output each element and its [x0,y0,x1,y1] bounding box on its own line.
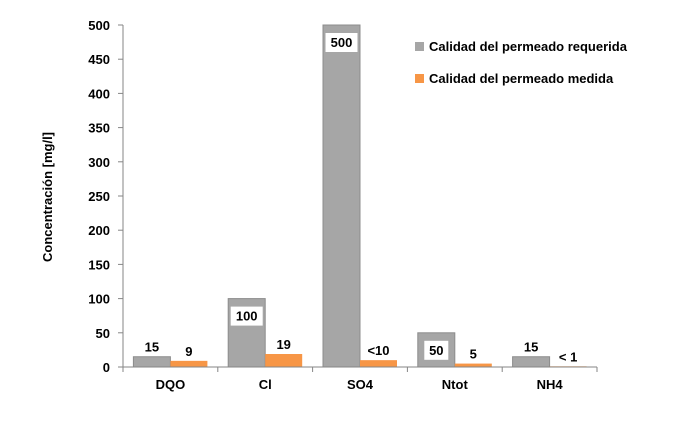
x-tick-label: SO4 [347,377,374,392]
data-label-required: 500 [331,35,353,50]
data-label-measured: 19 [276,337,290,352]
y-tick-label: 50 [96,326,110,341]
legend-label-measured: Calidad del permeado medida [429,71,614,86]
legend: Calidad del permeado requerida Calidad d… [415,39,628,86]
y-axis-title: Concentración [mg/l] [40,132,55,262]
data-labels: 15 9 100 19 500 <10 50 5 15 < 1 [145,33,577,364]
bar-measured [360,360,397,367]
data-label-measured: <10 [367,343,389,358]
legend-swatch-required [415,42,424,51]
data-label-box [325,33,358,52]
bar-required [132,356,171,368]
y-tick-label: 0 [103,360,110,375]
data-label-required: 15 [145,340,159,355]
data-label-box [424,340,449,360]
x-tick-label: DQO [156,377,186,392]
y-tick-label: 200 [88,223,110,238]
bar-required [322,24,361,368]
x-tick-label: Cl [259,377,272,392]
x-axis: DQO Cl SO4 Ntot NH4 [122,366,598,392]
x-tick-label: NH4 [537,377,564,392]
data-label-box [230,306,263,326]
legend-swatch-measured [415,74,424,83]
y-axis: 0 50 100 150 200 250 300 350 400 450 500 [88,18,124,375]
data-label-required: 50 [429,343,443,358]
data-label-required: 15 [524,340,538,355]
data-label-measured: 9 [185,344,192,359]
data-label-required: 100 [236,309,258,324]
y-tick-label: 500 [88,18,110,33]
data-label-measured: < 1 [559,349,577,364]
x-tick-label: Ntot [442,377,469,392]
y-tick-label: 250 [88,189,110,204]
bar-measured [265,354,303,367]
y-tick-label: 450 [88,52,110,67]
bar-required [512,356,551,368]
legend-label-required: Calidad del permeado requerida [429,39,628,54]
bar-measured [454,363,492,367]
data-label-measured: 5 [470,347,477,362]
y-tick-label: 350 [88,121,110,136]
bar-measured [170,360,208,367]
y-tick-label: 400 [88,86,110,101]
y-tick-label: 300 [88,155,110,170]
y-tick-label: 100 [88,292,110,307]
bars [132,24,587,368]
y-tick-label: 150 [88,257,110,272]
